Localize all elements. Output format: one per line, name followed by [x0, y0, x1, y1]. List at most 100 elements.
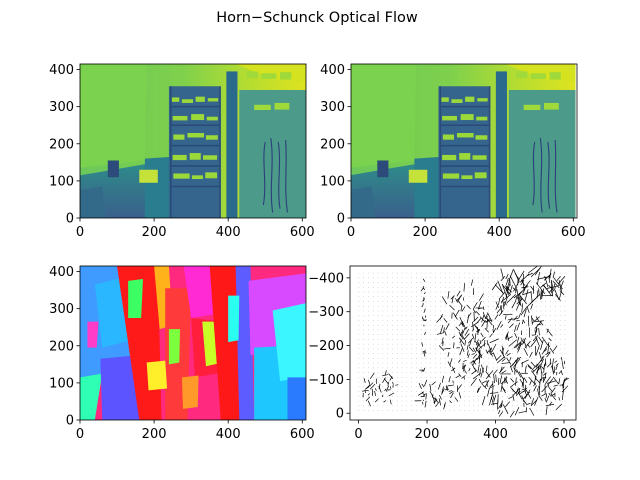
quiver-arrow — [421, 370, 424, 372]
quiver-grid-dot — [497, 334, 499, 335]
quiver-arrow — [464, 328, 470, 336]
quiver-arrow — [555, 403, 562, 410]
quiver-grid-dot — [406, 315, 408, 317]
quiver-grid-dot — [372, 377, 374, 378]
quiver-arrow — [513, 315, 518, 321]
quiver-grid-dot — [564, 381, 566, 383]
quiver-grid-dot — [396, 310, 398, 312]
quiver-arrow — [500, 275, 506, 282]
quiver-grid-dot — [440, 291, 441, 293]
quiver-grid-dot — [540, 386, 542, 388]
quiver-grid-dot — [430, 339, 432, 340]
quiver-grid-dot — [363, 353, 364, 354]
quiver-arrow — [472, 357, 477, 366]
quiver-grid-dot — [483, 395, 484, 397]
quiver-grid-dot — [449, 353, 451, 354]
quiver-arrow — [422, 316, 424, 320]
quiver-grid-dot — [473, 301, 475, 302]
quiver-grid-dot — [464, 305, 465, 307]
quiver-arrow — [487, 388, 490, 397]
quiver-grid-dot — [377, 400, 379, 402]
quiver-arrow — [552, 345, 558, 352]
quiver-grid-dot — [425, 405, 427, 407]
quiver-grid-dot — [411, 291, 412, 293]
quiver-grid-dot — [368, 339, 369, 340]
quiver-grid-dot — [372, 277, 374, 279]
quiver-grid-dot — [440, 377, 441, 378]
quiver-grid-dot — [430, 296, 432, 298]
quiver-grid-dot — [382, 324, 384, 326]
quiver-grid-dot — [487, 291, 489, 293]
quiver-grid-dot — [507, 400, 508, 402]
quiver-grid-dot — [531, 372, 532, 373]
quiver-grid-dot — [540, 310, 542, 312]
quiver-grid-dot — [435, 286, 436, 288]
quiver-grid-dot — [430, 301, 432, 302]
quiver-arrow — [466, 350, 469, 356]
quiver-grid-dot — [550, 305, 551, 307]
quiver-grid-dot — [387, 320, 388, 321]
quiver-arrow — [474, 333, 477, 343]
quiver-grid-dot — [478, 286, 480, 288]
quiver-grid-dot — [435, 329, 436, 331]
x-tick-label: 600 — [561, 225, 586, 240]
quiver-grid-dot — [440, 372, 441, 373]
quiver-arrow — [498, 310, 504, 317]
quiver-grid-dot — [435, 301, 436, 302]
quiver-grid-dot — [363, 381, 364, 383]
quiver-grid-dot — [377, 324, 379, 326]
quiver-grid-dot — [555, 324, 556, 326]
quiver-grid-dot — [387, 282, 388, 283]
quiver-grid-dot — [545, 324, 547, 326]
quiver-arrow — [549, 347, 555, 354]
quiver-arrow — [550, 393, 557, 401]
quiver-arrow — [552, 271, 555, 278]
x-tick-label: 0 — [354, 427, 362, 442]
quiver-grid-dot — [416, 381, 417, 383]
quiver-grid-dot — [473, 272, 475, 274]
quiver-grid-dot — [368, 286, 369, 288]
quiver-grid-dot — [425, 301, 427, 302]
quiver-arrow — [513, 269, 520, 283]
quiver-grid-dot — [492, 310, 494, 312]
quiver-grid-dot — [468, 301, 470, 302]
quiver-grid-dot — [430, 405, 432, 407]
quiver-grid-dot — [440, 362, 441, 364]
quiver-grid-dot — [497, 277, 499, 279]
quiver-grid-dot — [550, 339, 551, 340]
quiver-grid-dot — [521, 272, 523, 274]
quiver-grid-dot — [435, 320, 436, 321]
quiver-grid-dot — [502, 339, 503, 340]
quiver-grid-dot — [416, 282, 417, 283]
quiver-grid-dot — [392, 334, 393, 335]
quiver-arrow — [479, 340, 482, 344]
quiver-arrow — [422, 278, 426, 282]
quiver-grid-dot — [535, 405, 537, 407]
quiver-grid-dot — [444, 291, 446, 293]
quiver-grid-dot — [440, 305, 441, 307]
quiver-grid-dot — [368, 358, 369, 359]
x-tick-label: 600 — [290, 427, 315, 442]
quiver-arrow — [459, 348, 463, 356]
quiver-arrow — [540, 365, 545, 370]
quiver-grid-dot — [531, 339, 532, 340]
quiver-arrow — [468, 346, 474, 353]
quiver-arrow — [454, 397, 459, 402]
quiver-grid-dot — [401, 272, 403, 274]
quiver-grid-dot — [516, 386, 518, 388]
quiver-grid-dot — [430, 315, 432, 317]
quiver-grid-dot — [540, 353, 542, 354]
quiver-grid-dot — [521, 377, 523, 378]
quiver-grid-dot — [363, 395, 364, 397]
quiver-grid-dot — [420, 291, 422, 293]
quiver-grid-dot — [559, 324, 561, 326]
quiver-grid-dot — [425, 386, 427, 388]
quiver-arrow — [509, 275, 517, 287]
quiver-arrow — [504, 315, 507, 320]
quiver-arrow — [423, 331, 427, 335]
quiver-grid-dot — [555, 400, 556, 402]
quiver-arrow — [461, 321, 467, 330]
quiver-grid-dot — [401, 320, 403, 321]
quiver-arrow — [388, 392, 395, 397]
